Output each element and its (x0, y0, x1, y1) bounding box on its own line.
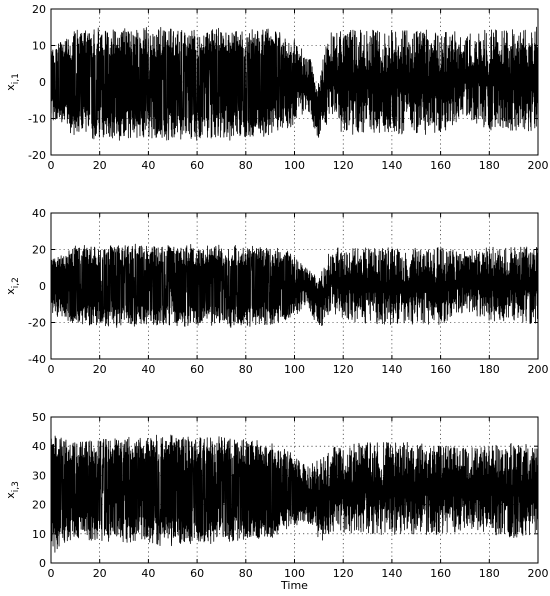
y-tick-label: 20 (32, 244, 46, 257)
y-tick-label: 0 (39, 280, 46, 293)
y-tick-label: -10 (28, 113, 46, 126)
y-tick-label: 30 (32, 469, 46, 482)
y-tick-label: 20 (32, 3, 46, 16)
y-tick-label: -20 (28, 317, 46, 330)
y-tick-label: 10 (32, 40, 46, 53)
y-axis-label: xi,3 (4, 481, 21, 499)
x-tick-label: 40 (141, 363, 155, 376)
x-tick-label: 0 (48, 159, 55, 172)
x-tick-label: 40 (141, 567, 155, 580)
y-tick-label: -20 (28, 149, 46, 162)
y-tick-label: 50 (32, 411, 46, 424)
y-tick-label: 40 (32, 207, 46, 220)
x-tick-label: 80 (239, 159, 253, 172)
subplot-x-i-3: 0 20 40 60 80 100 120 140 160 180 200 0 10 20 30 40 50 xi… (4, 411, 549, 592)
x-tick-label: 180 (479, 363, 500, 376)
x-tick-label: 20 (93, 159, 107, 172)
y-tick-label: 10 (32, 528, 46, 541)
subplot-x-i-1: 0 20 40 60 80 100 120 140 160 180 200 -20 -10 0 10 20 xi… (4, 3, 549, 172)
subplot-x-i-2: 0 20 40 60 80 100 120 140 160 180 200 -40 -20 0 20 40 xi… (4, 207, 549, 376)
x-tick-label: 160 (430, 363, 451, 376)
x-tick-label: 200 (528, 567, 549, 580)
x-tick-label: 60 (190, 567, 204, 580)
x-tick-label: 120 (333, 363, 354, 376)
x-tick-label: 80 (239, 363, 253, 376)
x-tick-label: 140 (381, 567, 402, 580)
x-tick-label: 100 (284, 363, 305, 376)
series-line (50, 243, 539, 328)
x-tick-label: 140 (381, 159, 402, 172)
x-tick-label: 140 (381, 363, 402, 376)
series-line (50, 26, 539, 141)
x-tick-label: 180 (479, 159, 500, 172)
series-line (50, 434, 539, 553)
x-tick-label: 100 (284, 567, 305, 580)
x-tick-label: 160 (430, 567, 451, 580)
x-tick-label: 20 (93, 363, 107, 376)
x-tick-label: 20 (93, 567, 107, 580)
x-tick-label: 120 (333, 567, 354, 580)
y-tick-label: 0 (39, 557, 46, 570)
y-tick-label: -40 (28, 353, 46, 366)
x-tick-label: 60 (190, 363, 204, 376)
x-tick-label: 0 (48, 567, 55, 580)
y-axis-label: xi,2 (4, 277, 21, 295)
x-tick-label: 100 (284, 159, 305, 172)
x-tick-label: 200 (528, 363, 549, 376)
x-tick-label: 160 (430, 159, 451, 172)
x-tick-label: 180 (479, 567, 500, 580)
x-tick-label: 0 (48, 363, 55, 376)
x-tick-label: 60 (190, 159, 204, 172)
x-tick-label: 80 (239, 567, 253, 580)
y-tick-label: 40 (32, 440, 46, 453)
y-tick-label: 0 (39, 76, 46, 89)
x-tick-label: 120 (333, 159, 354, 172)
x-tick-label: 40 (141, 159, 155, 172)
y-tick-label: 20 (32, 499, 46, 512)
x-axis-label: Time (280, 579, 308, 592)
y-axis-label: xi,1 (4, 73, 21, 91)
x-tick-label: 200 (528, 159, 549, 172)
